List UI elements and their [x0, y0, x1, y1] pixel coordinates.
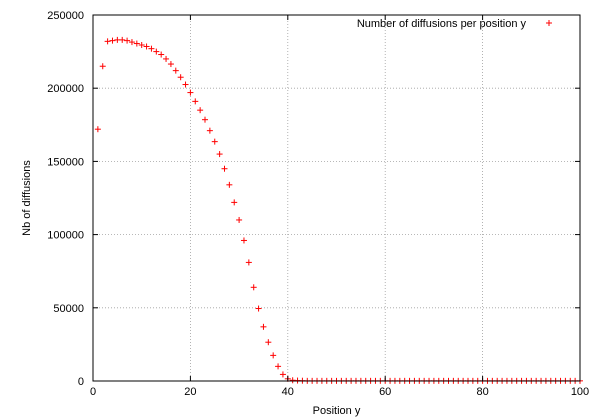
- x-axis-title: Position y: [313, 405, 361, 417]
- data-point: [226, 181, 233, 188]
- data-point: [158, 51, 165, 58]
- x-tick-label: 60: [379, 386, 391, 398]
- legend-marker: [546, 20, 552, 26]
- legend-label: Number of diffusions per position y: [357, 18, 527, 30]
- data-point: [250, 284, 257, 291]
- data-point: [221, 165, 228, 172]
- tick-labels: 0 20 40 60 80 100 0 50000 100000 150000 200000 2500…: [47, 10, 589, 398]
- data-point: [104, 38, 111, 45]
- data-point: [187, 89, 194, 96]
- data-point: [167, 61, 174, 68]
- data-point: [163, 55, 170, 62]
- data-points: [94, 36, 583, 384]
- data-point: [143, 43, 150, 50]
- data-point: [236, 216, 243, 223]
- data-point: [94, 126, 101, 133]
- data-point: [206, 127, 213, 134]
- data-point: [279, 371, 286, 378]
- data-point: [192, 98, 199, 105]
- data-point: [138, 42, 145, 49]
- data-point: [275, 363, 282, 370]
- data-point: [172, 67, 179, 74]
- y-axis-title: Nb of diffusions: [21, 160, 33, 236]
- legend: Number of diffusions per position y: [357, 18, 552, 30]
- y-tick-label: 200000: [47, 83, 84, 95]
- x-tick-label: 40: [282, 386, 294, 398]
- ticks: [92, 14, 581, 382]
- x-tick-label: 100: [571, 386, 589, 398]
- data-point: [265, 339, 272, 346]
- data-point: [216, 151, 223, 158]
- data-point: [197, 107, 204, 114]
- x-tick-label: 20: [184, 386, 196, 398]
- data-point: [260, 323, 267, 330]
- data-point: [153, 48, 160, 55]
- data-point: [270, 352, 277, 359]
- y-tick-label: 100000: [47, 230, 84, 242]
- data-point: [177, 74, 184, 81]
- y-tick-label: 250000: [47, 10, 84, 22]
- data-point: [148, 45, 155, 52]
- data-point: [128, 39, 135, 46]
- data-point: [133, 40, 140, 47]
- data-point: [255, 305, 262, 312]
- data-point: [202, 116, 209, 123]
- data-point: [119, 36, 126, 43]
- y-tick-label: 50000: [53, 303, 84, 315]
- y-tick-label: 0: [78, 376, 84, 388]
- x-tick-label: 80: [476, 386, 488, 398]
- data-point: [99, 63, 106, 70]
- data-point: [182, 81, 189, 88]
- grid: [93, 15, 580, 381]
- data-point: [124, 37, 131, 44]
- data-point: [211, 138, 218, 145]
- x-tick-label: 0: [90, 386, 96, 398]
- y-tick-label: 150000: [47, 156, 84, 168]
- plot-frame: [92, 14, 581, 382]
- data-point: [240, 237, 247, 244]
- data-point: [245, 259, 252, 266]
- data-point: [109, 37, 116, 44]
- data-point: [231, 199, 238, 206]
